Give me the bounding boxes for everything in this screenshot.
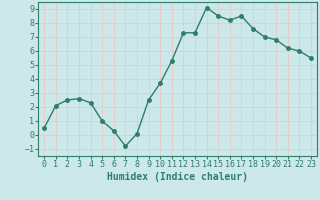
X-axis label: Humidex (Indice chaleur): Humidex (Indice chaleur)	[107, 172, 248, 182]
